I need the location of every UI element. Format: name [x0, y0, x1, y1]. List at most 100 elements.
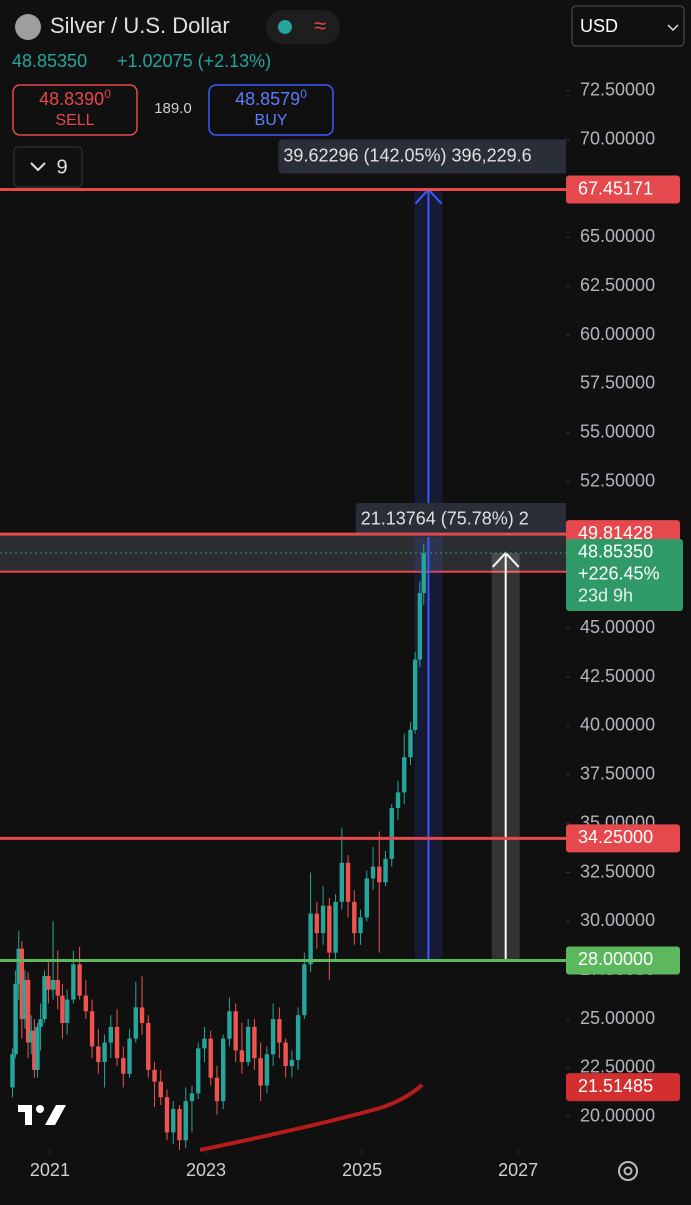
candle-body — [127, 1038, 132, 1074]
status-pill — [266, 10, 340, 44]
candle-body — [114, 1026, 120, 1059]
candle-body — [60, 995, 65, 1023]
candle-body — [189, 1093, 195, 1102]
candle-body — [158, 1081, 163, 1098]
candle-body — [10, 1054, 15, 1088]
candle-body — [121, 1058, 126, 1074]
candle-body — [389, 808, 394, 859]
candle-body — [314, 913, 320, 934]
level-label: 67.45171 — [578, 178, 653, 198]
candle-body — [32, 1030, 37, 1070]
measure-label-bg — [355, 502, 566, 537]
y-tick-label: 52.50000 — [580, 470, 655, 490]
candle-body — [29, 1030, 34, 1043]
candle-body — [171, 1108, 176, 1133]
y-tick-label: 42.50000 — [580, 666, 655, 686]
candle-body — [258, 1058, 263, 1086]
candle-body — [64, 999, 70, 1023]
candle-body — [412, 659, 418, 730]
last-price: 48.85350 — [12, 51, 87, 71]
candle-body — [283, 1042, 288, 1066]
buy-label: BUY — [255, 112, 288, 129]
price-axis: 20.0000022.5000025.0000027.5000030.00000… — [566, 80, 683, 1126]
y-tick-label: 72.50000 — [580, 80, 655, 100]
candle-body — [50, 979, 56, 990]
candle-body — [302, 964, 307, 1016]
candle-body — [55, 979, 60, 996]
level-label: 49.81428 — [578, 523, 653, 543]
y-tick-label: 30.00000 — [580, 910, 655, 930]
currency-select[interactable] — [571, 5, 685, 47]
plot-area: 39.62296 (142.05%) 396,229.6 21.13764 (75… — [0, 139, 566, 1150]
candle-body — [108, 1026, 114, 1043]
candle-body — [77, 964, 82, 996]
y-tick-label: 45.00000 — [580, 617, 655, 637]
candle-body — [89, 1011, 95, 1047]
indicators-toggle[interactable] — [13, 146, 83, 188]
buy-price: 48.85790 — [235, 87, 307, 109]
symbol-title: Silver / U.S. Dollar — [50, 13, 230, 38]
x-tick-label: 2025 — [342, 1160, 382, 1180]
buy-button[interactable] — [208, 84, 334, 136]
x-tick-label: 2027 — [498, 1160, 538, 1180]
candle-body — [139, 1007, 145, 1023]
level-label-bg — [566, 175, 680, 204]
candle-body — [177, 1108, 182, 1141]
wave-icon: ≈ — [314, 13, 326, 38]
level-label: 28.00000 — [578, 949, 653, 969]
candle-body — [289, 1060, 295, 1066]
candle-body — [16, 948, 21, 984]
candle-body — [364, 878, 369, 918]
candle-body — [25, 979, 31, 1043]
candle-body — [22, 979, 28, 1020]
candle-body — [46, 976, 51, 990]
candle-body — [402, 757, 407, 793]
y-tick-label: 70.00000 — [580, 128, 655, 148]
y-tick-label: 22.50000 — [580, 1057, 655, 1077]
candle-body — [96, 1046, 101, 1063]
ma-label-bg — [566, 1073, 680, 1102]
candle-body — [320, 905, 326, 934]
candle-body — [35, 1026, 40, 1070]
drawn-curve — [199, 1083, 424, 1152]
candle-body — [370, 866, 376, 879]
price-change: +1.02075 (+2.13%) — [117, 51, 271, 71]
candle-body — [383, 858, 388, 883]
candle-body — [152, 1069, 157, 1082]
y-tick-label: 57.50000 — [580, 373, 655, 393]
candle-body — [270, 1019, 276, 1055]
y-tick-label: 62.50000 — [580, 275, 655, 295]
y-tick-label: 20.00000 — [580, 1106, 655, 1126]
y-tick-label: 65.00000 — [580, 226, 655, 246]
candle-body — [239, 1050, 245, 1063]
tv-logo — [18, 1105, 66, 1125]
indicator-count: 9 — [56, 156, 67, 178]
candle-body — [13, 983, 18, 1055]
x-tick-label: 2021 — [30, 1160, 70, 1180]
candle-body — [352, 901, 357, 934]
measure-label: 39.62296 (142.05%) 396,229.6 — [283, 145, 531, 165]
currency: USD — [580, 16, 618, 36]
candle-body — [417, 593, 423, 660]
candle-body — [133, 1007, 138, 1039]
y-tick-label: 37.50000 — [580, 764, 655, 784]
candle-body — [339, 862, 345, 902]
symbol-icon — [15, 14, 41, 40]
candle-body — [233, 1011, 238, 1051]
candle-body — [71, 964, 76, 1000]
candle-body — [196, 1048, 201, 1094]
candle-body — [146, 1022, 151, 1070]
sell-button[interactable] — [12, 84, 138, 136]
candle-body — [214, 1077, 220, 1102]
candle-body — [395, 792, 401, 809]
current-price: 48.85350 — [578, 542, 653, 562]
candle-body — [183, 1101, 188, 1141]
candle-body — [208, 1038, 213, 1078]
candle-body — [408, 729, 413, 758]
candle-body — [38, 1019, 43, 1027]
candle-body — [264, 1054, 270, 1086]
x-tick-label: 2023 — [186, 1160, 226, 1180]
chevron-icon — [30, 162, 46, 172]
settings-icon[interactable] — [618, 1161, 638, 1181]
